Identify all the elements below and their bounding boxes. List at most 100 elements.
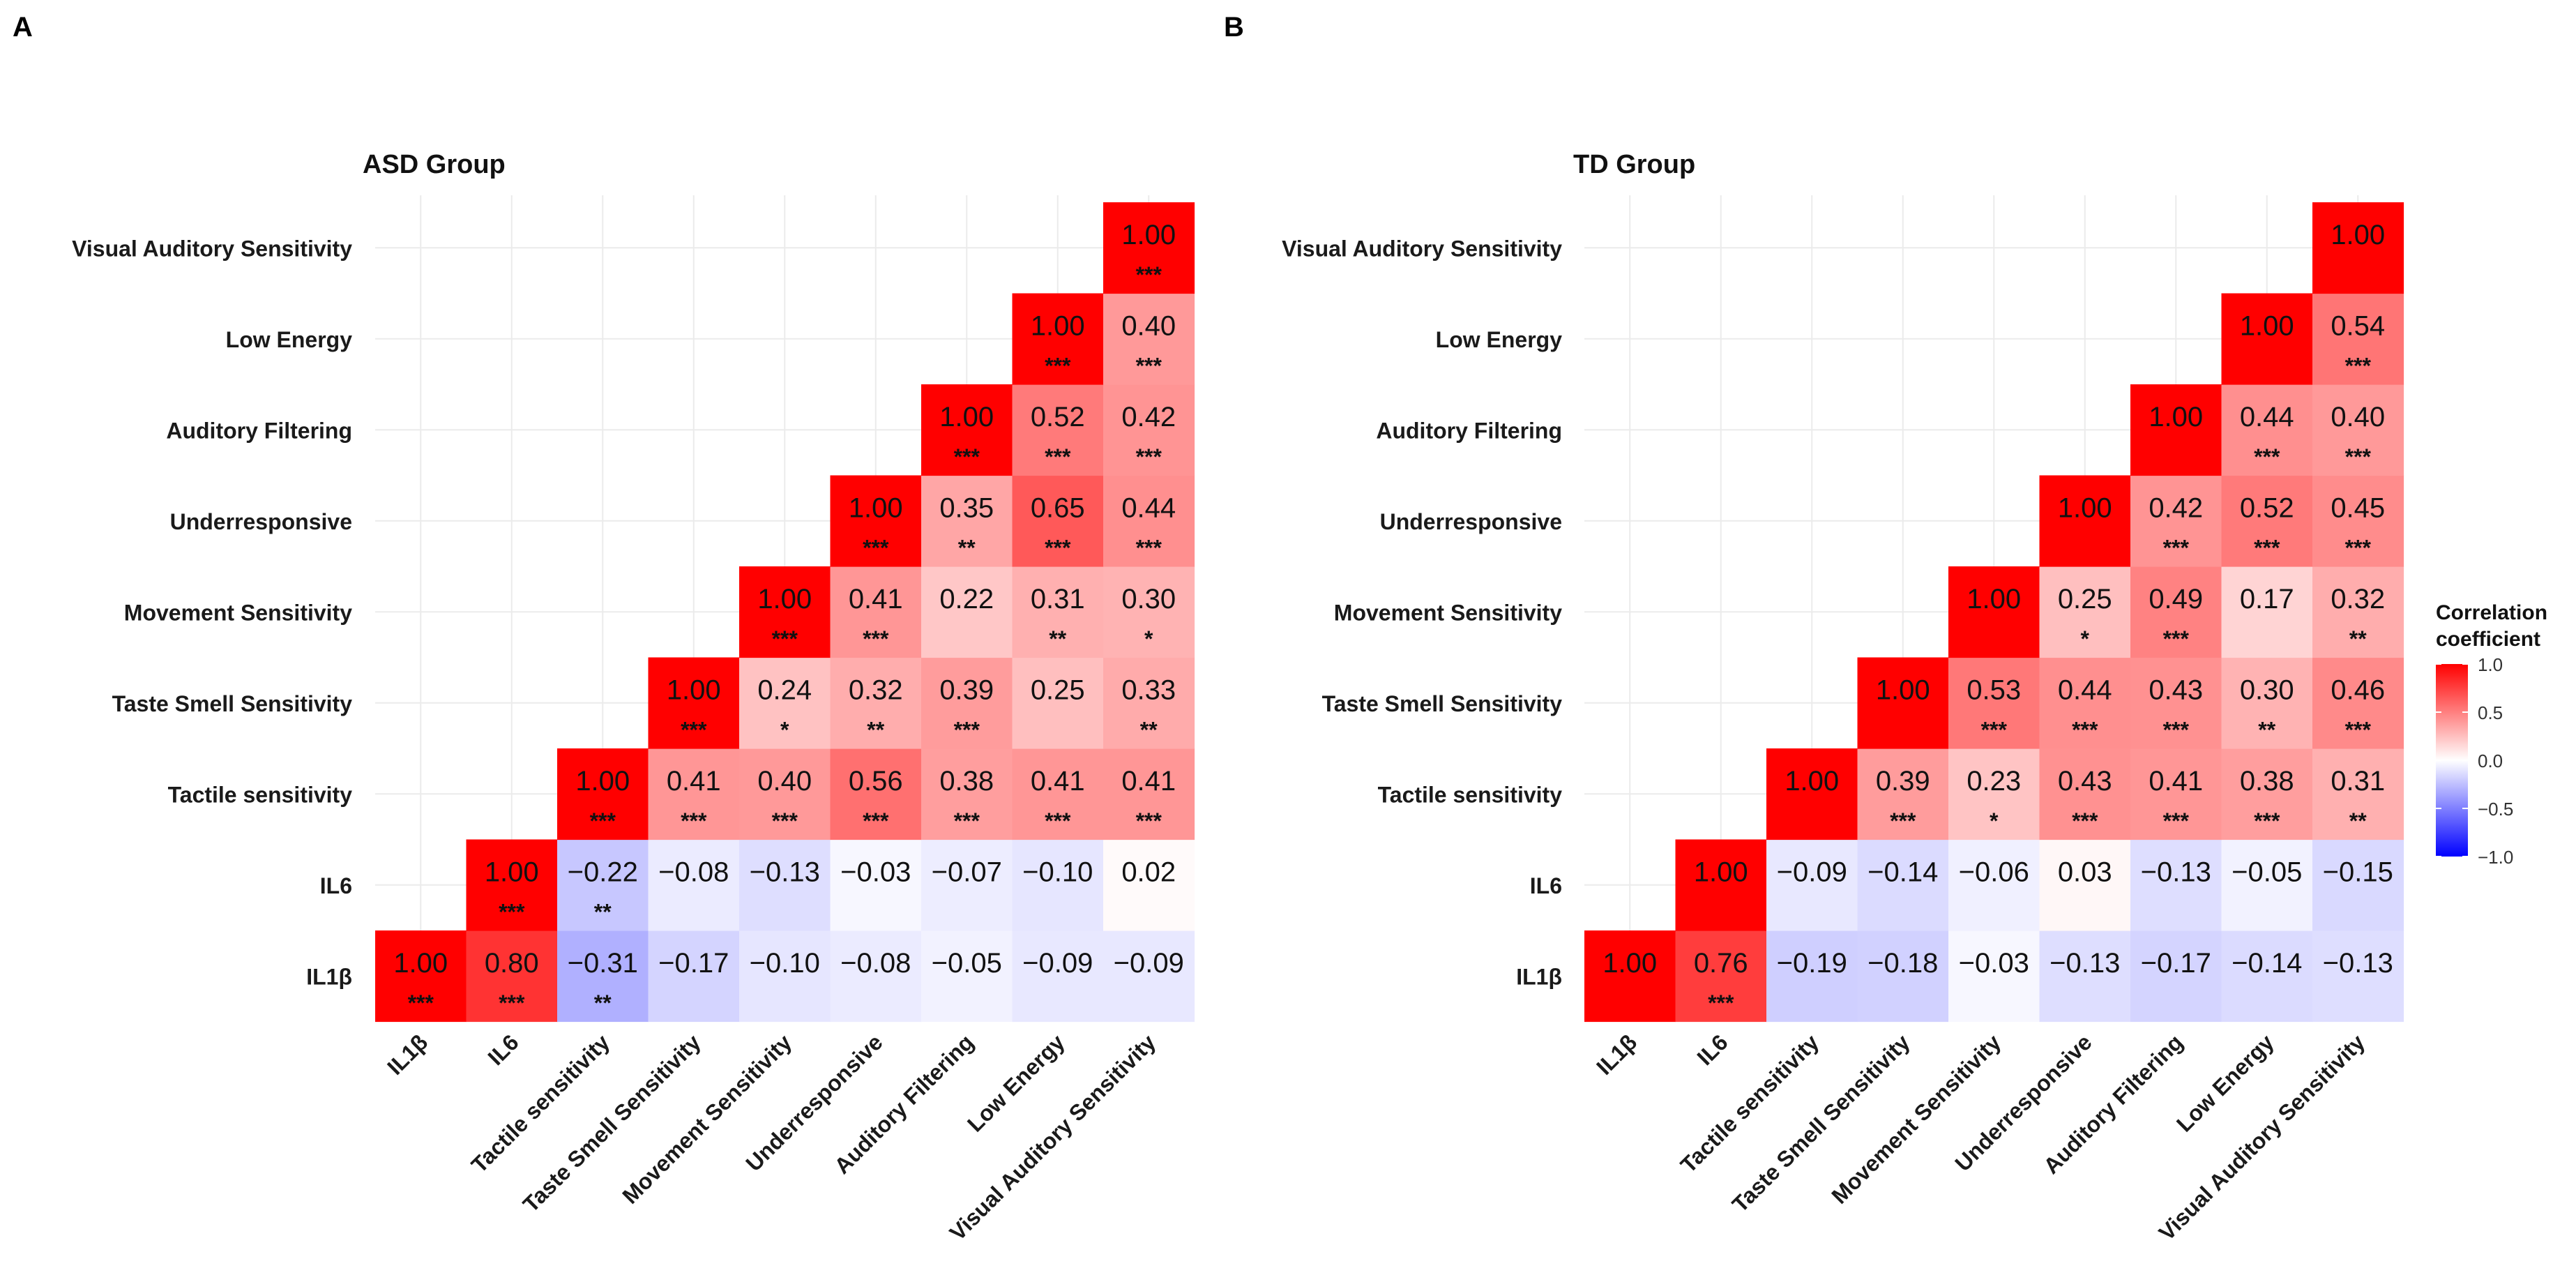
- legend-tick-label: −1.0: [2478, 847, 2513, 868]
- asd-cell: [1012, 839, 1104, 931]
- asd-cell-significance: **: [1049, 626, 1066, 651]
- asd-cell: [375, 930, 467, 1023]
- td-y-axis: IL1β IL6 Tactile sensitivity Taste Smell Se…: [1282, 236, 1562, 989]
- td-cell: [1948, 566, 2040, 658]
- asd-cell-value: 0.65: [1031, 493, 1085, 524]
- td-cell-value: 1.00: [2240, 311, 2294, 342]
- td-cell-value: 0.42: [2149, 493, 2203, 524]
- asd-cell: [830, 475, 922, 567]
- td-cell-significance: ***: [2345, 444, 2372, 469]
- asd-y-tick-label: Tactile sensitivity: [168, 782, 353, 807]
- asd-cell-value: 0.39: [939, 675, 994, 706]
- td-cell: [1584, 930, 1676, 1023]
- td-cell: [1948, 930, 2040, 1023]
- td-cell: [2221, 930, 2313, 1023]
- asd-cell: [466, 930, 558, 1023]
- asd-cell-value: 1.00: [575, 766, 630, 797]
- asd-cell-value: 1.00: [393, 948, 448, 979]
- asd-cell: [739, 566, 831, 658]
- asd-cell-value: 0.42: [1121, 402, 1176, 432]
- asd-y-tick-label: Auditory Filtering: [166, 418, 352, 443]
- asd-cell-value: 0.35: [939, 493, 994, 524]
- asd-cell-significance: ***: [1045, 354, 1071, 379]
- asd-cell: [1012, 657, 1104, 749]
- asd-y-tick-label: Underresponsive: [170, 509, 352, 534]
- asd-cell: [648, 930, 740, 1023]
- td-cell-significance: ***: [2345, 354, 2372, 379]
- asd-cell-value: 0.02: [1121, 857, 1176, 888]
- asd-cell-value: 1.00: [939, 402, 994, 432]
- td-cell: [2312, 475, 2404, 567]
- asd-cell-significance: ***: [954, 808, 980, 834]
- asd-y-tick-label: Visual Auditory Sensitivity: [72, 236, 352, 261]
- td-cell-value: 1.00: [1967, 584, 2021, 614]
- asd-cell-significance: ***: [408, 990, 434, 1016]
- asd-y-tick-label: Movement Sensitivity: [124, 600, 352, 625]
- td-cell-value: 0.03: [2058, 857, 2112, 888]
- td-y-tick-label: IL6: [1530, 873, 1562, 898]
- td-cell-value: 0.43: [2058, 766, 2112, 797]
- td-cells: 1.00 0.76***−0.19 −0.18 −0.03 −0.13 −0.17 −0.1…: [1584, 202, 2404, 1023]
- asd-cell: [1103, 293, 1195, 385]
- asd-cell: [921, 475, 1013, 567]
- asd-cell: [921, 839, 1013, 931]
- asd-cell-significance: ***: [590, 808, 616, 834]
- asd-cell: [1103, 839, 1195, 931]
- asd-cell: [466, 839, 558, 931]
- legend-tick-label: −0.5: [2478, 799, 2513, 820]
- td-cell-value: 0.30: [2240, 675, 2294, 706]
- asd-cell-value: −0.31: [568, 948, 638, 979]
- asd-cell: [1012, 293, 1104, 385]
- asd-cell: [648, 657, 740, 749]
- td-y-tick-label: IL1β: [1516, 964, 1562, 989]
- asd-cell: [648, 839, 740, 931]
- td-cell-value: 0.39: [1876, 766, 1930, 797]
- td-cell: [1857, 657, 1949, 749]
- asd-cell-significance: **: [867, 718, 884, 743]
- td-cell-value: −0.18: [1867, 948, 1938, 979]
- td-cell-value: 1.00: [1694, 857, 1748, 888]
- asd-cell-value: 0.25: [1031, 675, 1085, 706]
- asd-cell: [830, 839, 922, 931]
- td-cell-value: 0.49: [2149, 584, 2203, 614]
- td-cell: [1766, 839, 1858, 931]
- td-cell-value: 0.44: [2240, 402, 2294, 432]
- td-y-tick-label: Underresponsive: [1380, 509, 1562, 534]
- legend-tick-label: 0.0: [2478, 751, 2503, 771]
- td-cell: [1948, 657, 2040, 749]
- td-cell-value: 1.00: [1603, 948, 1657, 979]
- asd-cell-value: −0.09: [1022, 948, 1093, 979]
- asd-cell: [1012, 930, 1104, 1023]
- legend-title-line1: Correlation: [2436, 601, 2547, 624]
- td-cell-value: 0.23: [1967, 766, 2021, 797]
- asd-cell: [1103, 202, 1195, 294]
- asd-cell-significance: ***: [499, 900, 525, 925]
- td-cell: [2221, 839, 2313, 931]
- asd-cell: [1012, 384, 1104, 476]
- td-cell-significance: **: [2349, 626, 2367, 651]
- td-cell: [2130, 657, 2222, 749]
- asd-cell: [739, 657, 831, 749]
- td-cell-value: 0.17: [2240, 584, 2294, 614]
- asd-cell-significance: **: [958, 536, 976, 561]
- asd-cell-value: 0.56: [849, 766, 903, 797]
- legend-tick-label: 1.0: [2478, 654, 2503, 675]
- asd-cell-value: 0.40: [1121, 311, 1176, 342]
- td-cell-value: −0.17: [2141, 948, 2211, 979]
- asd-cell: [1103, 566, 1195, 658]
- asd-cell-value: 0.22: [939, 584, 994, 614]
- td-cell: [2039, 839, 2131, 931]
- td-cell: [2312, 202, 2404, 294]
- td-cell: [1948, 839, 2040, 931]
- td-cell-significance: ***: [2254, 444, 2280, 469]
- td-cell: [2039, 657, 2131, 749]
- td-cell-value: 0.31: [2331, 766, 2385, 797]
- td-cell-value: −0.14: [2232, 948, 2302, 979]
- td-cell: [1766, 748, 1858, 840]
- asd-cell: [921, 566, 1013, 658]
- td-cell: [2039, 566, 2131, 658]
- td-cell: [2130, 930, 2222, 1023]
- asd-cell: [921, 384, 1013, 476]
- td-cell: [2039, 475, 2131, 567]
- td-cell: [2312, 748, 2404, 840]
